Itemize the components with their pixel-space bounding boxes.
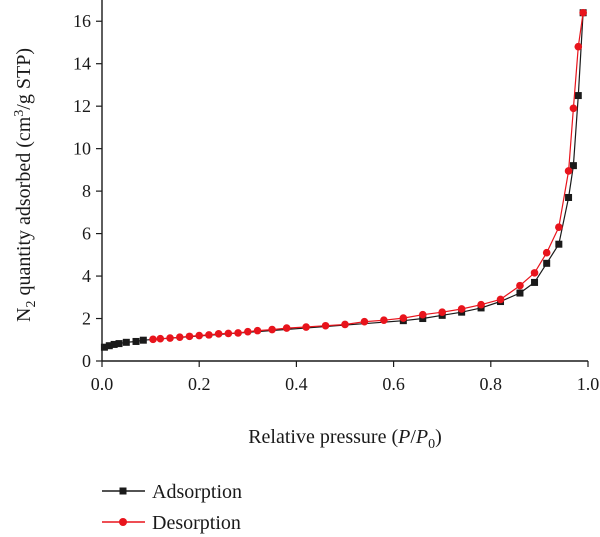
data-point-desorption [496, 295, 505, 304]
data-point-desorption [380, 316, 388, 325]
data-series [100, 8, 587, 351]
data-point-desorption [214, 330, 223, 338]
data-point-adsorption [132, 337, 140, 345]
data-point-desorption [341, 320, 349, 329]
data-point-desorption [195, 331, 203, 340]
data-point-desorption [234, 329, 242, 337]
legend-desorption-label: Desorption [152, 512, 241, 534]
data-point-desorption [224, 329, 233, 338]
data-point-desorption [185, 332, 194, 341]
x-tick-label: 0.8 [480, 374, 503, 394]
data-point-desorption [399, 314, 408, 322]
data-point-adsorption [531, 278, 539, 286]
y-tick-label: 10 [73, 139, 91, 159]
y-tick-label: 14 [73, 54, 91, 74]
legend: Adsorption Desorption [102, 481, 242, 534]
data-point-adsorption [555, 240, 563, 248]
data-point-adsorption [122, 338, 130, 346]
data-point-adsorption [105, 342, 113, 350]
data-point-desorption [457, 305, 466, 313]
y-tick-label: 2 [82, 309, 91, 329]
data-point-desorption [268, 325, 276, 334]
y-tick-label: 16 [73, 11, 91, 31]
y-tick-label: 6 [82, 224, 91, 244]
data-point-desorption [253, 326, 262, 335]
data-point-desorption [302, 323, 310, 331]
data-point-desorption [175, 333, 184, 342]
data-point-desorption [156, 334, 165, 343]
axes [101, 0, 588, 362]
data-point-desorption [555, 223, 563, 232]
data-point-adsorption [115, 340, 123, 348]
y-tick-label: 4 [82, 266, 91, 286]
axis-ticks: 0.0 0.2 0.4 0.6 0.8 1.0 0 2 4 6 8 10 12 14 16 [73, 11, 599, 394]
series-line-adsorption [104, 12, 584, 348]
data-point-desorption [438, 308, 447, 316]
data-point-desorption [205, 331, 213, 339]
data-point-desorption [166, 334, 174, 342]
data-point-desorption [530, 269, 539, 277]
legend-item-adsorption: Adsorption [102, 481, 242, 503]
data-point-desorption [360, 317, 369, 326]
data-point-adsorption [574, 92, 582, 100]
y-tick-label: 0 [82, 351, 91, 371]
data-point-adsorption [100, 343, 108, 351]
data-point-desorption [579, 8, 587, 17]
data-point-adsorption [565, 193, 573, 201]
x-tick-label: 0.6 [382, 374, 405, 394]
data-point-desorption [321, 321, 330, 330]
y-tick-label: 12 [73, 96, 91, 116]
x-tick-label: 0.4 [285, 374, 308, 394]
data-point-adsorption [110, 340, 118, 348]
data-point-desorption [149, 335, 157, 344]
x-tick-label: 0.0 [91, 374, 114, 394]
data-point-desorption [564, 167, 573, 175]
data-point-adsorption [139, 336, 147, 344]
data-point-desorption [244, 327, 252, 336]
data-point-desorption [542, 248, 551, 257]
data-point-desorption [516, 281, 524, 290]
x-tick-label: 1.0 [577, 374, 600, 394]
legend-item-desorption: Desorption [102, 512, 241, 534]
data-point-desorption [418, 310, 427, 319]
data-point-desorption [282, 324, 291, 332]
y-tick-label: 8 [82, 181, 91, 201]
legend-adsorption-marker [119, 487, 127, 495]
legend-desorption-marker [119, 518, 127, 526]
data-point-desorption [569, 104, 578, 113]
data-point-adsorption [419, 315, 427, 323]
y-axis-title: N2 quantity adsorbed (cm3/g STP) [12, 48, 39, 322]
x-tick-label: 0.2 [188, 374, 211, 394]
data-point-adsorption [543, 259, 551, 267]
x-axis-title: Relative pressure (P/P0) [248, 426, 442, 452]
legend-adsorption-label: Adsorption [152, 481, 242, 503]
data-point-adsorption [569, 162, 577, 170]
data-point-desorption [477, 300, 485, 309]
data-point-desorption [574, 42, 583, 51]
data-point-adsorption [516, 289, 524, 297]
